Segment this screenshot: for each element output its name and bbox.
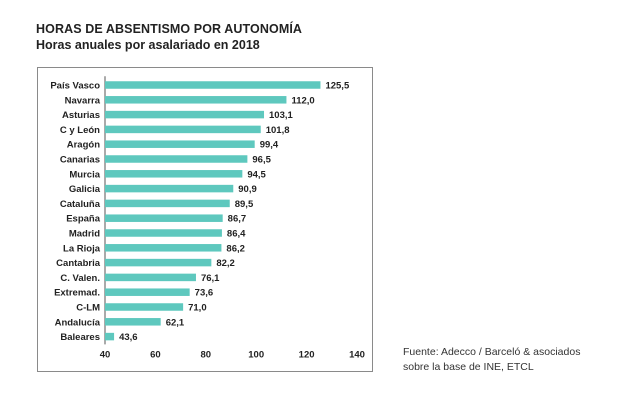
category-label: País Vasco bbox=[50, 81, 100, 92]
x-tick-label: 100 bbox=[248, 349, 264, 360]
source-note: Fuente: Adecco / Barceló & asociados sob… bbox=[403, 345, 580, 375]
data-label: 103,1 bbox=[269, 110, 293, 121]
category-label: Cantabria bbox=[56, 258, 101, 269]
category-label: Andalucía bbox=[55, 317, 101, 328]
bar bbox=[105, 244, 222, 252]
category-label: C y León bbox=[60, 125, 100, 136]
x-tick-label: 60 bbox=[150, 349, 161, 360]
bar bbox=[105, 140, 255, 148]
category-label: Asturias bbox=[62, 110, 100, 121]
source-line-1: Fuente: Adecco / Barceló & asociados bbox=[403, 346, 581, 358]
data-label: 96,5 bbox=[252, 155, 271, 166]
data-label: 71,0 bbox=[188, 303, 207, 314]
category-label: C-LM bbox=[76, 303, 100, 314]
bar bbox=[105, 170, 243, 178]
bar bbox=[105, 184, 234, 193]
x-tick-label: 40 bbox=[100, 349, 111, 360]
bar bbox=[105, 81, 321, 89]
chart-subtitle: Horas anuales por asalariado en 2018 bbox=[36, 38, 260, 52]
bar bbox=[105, 214, 223, 222]
category-label: Galicia bbox=[69, 184, 101, 195]
bar bbox=[105, 303, 184, 311]
bar bbox=[105, 332, 115, 341]
x-tick-label: 120 bbox=[299, 349, 315, 360]
category-label: Madrid bbox=[69, 229, 100, 240]
category-label: Canarias bbox=[60, 155, 100, 166]
data-label: 101,8 bbox=[266, 125, 290, 136]
bar bbox=[105, 273, 196, 282]
category-label: Extremad. bbox=[54, 288, 100, 299]
category-label: Murcia bbox=[69, 169, 100, 180]
category-label: Baleares bbox=[60, 332, 100, 343]
category-label: Aragón bbox=[67, 140, 100, 151]
data-label: 125,5 bbox=[325, 81, 349, 92]
data-label: 86,2 bbox=[226, 243, 245, 254]
bar bbox=[105, 318, 161, 326]
data-label: 86,7 bbox=[228, 214, 247, 225]
chart-panel bbox=[37, 67, 373, 372]
data-label: 76,1 bbox=[201, 273, 220, 284]
bar bbox=[105, 155, 248, 163]
bar bbox=[105, 110, 265, 119]
data-label: 86,4 bbox=[227, 229, 246, 240]
data-label: 90,9 bbox=[238, 184, 257, 195]
bar bbox=[105, 229, 222, 237]
data-label: 82,2 bbox=[216, 258, 235, 269]
data-label: 99,4 bbox=[260, 140, 279, 151]
data-label: 89,5 bbox=[235, 199, 254, 210]
chart-title: HORAS DE ABSENTISMO POR AUTONOMÍA bbox=[36, 22, 303, 36]
data-label: 112,0 bbox=[291, 95, 314, 106]
x-tick-label: 80 bbox=[201, 349, 212, 360]
category-label: C. Valen. bbox=[60, 273, 100, 284]
source-line-2: sobre la base de INE, ETCL bbox=[403, 361, 534, 373]
category-label: Navarra bbox=[65, 95, 101, 106]
category-label: Cataluña bbox=[60, 199, 101, 210]
bar bbox=[105, 288, 190, 296]
data-label: 43,6 bbox=[119, 332, 137, 343]
data-label: 94,5 bbox=[247, 169, 266, 180]
bar bbox=[105, 96, 287, 104]
data-label: 62,1 bbox=[166, 317, 185, 328]
bar bbox=[105, 199, 230, 208]
category-label: España bbox=[66, 214, 101, 225]
data-label: 73,6 bbox=[195, 288, 214, 299]
x-tick-label: 140 bbox=[349, 349, 365, 360]
category-label: La Rioja bbox=[63, 243, 101, 254]
bar bbox=[105, 125, 261, 134]
bar bbox=[105, 258, 212, 267]
